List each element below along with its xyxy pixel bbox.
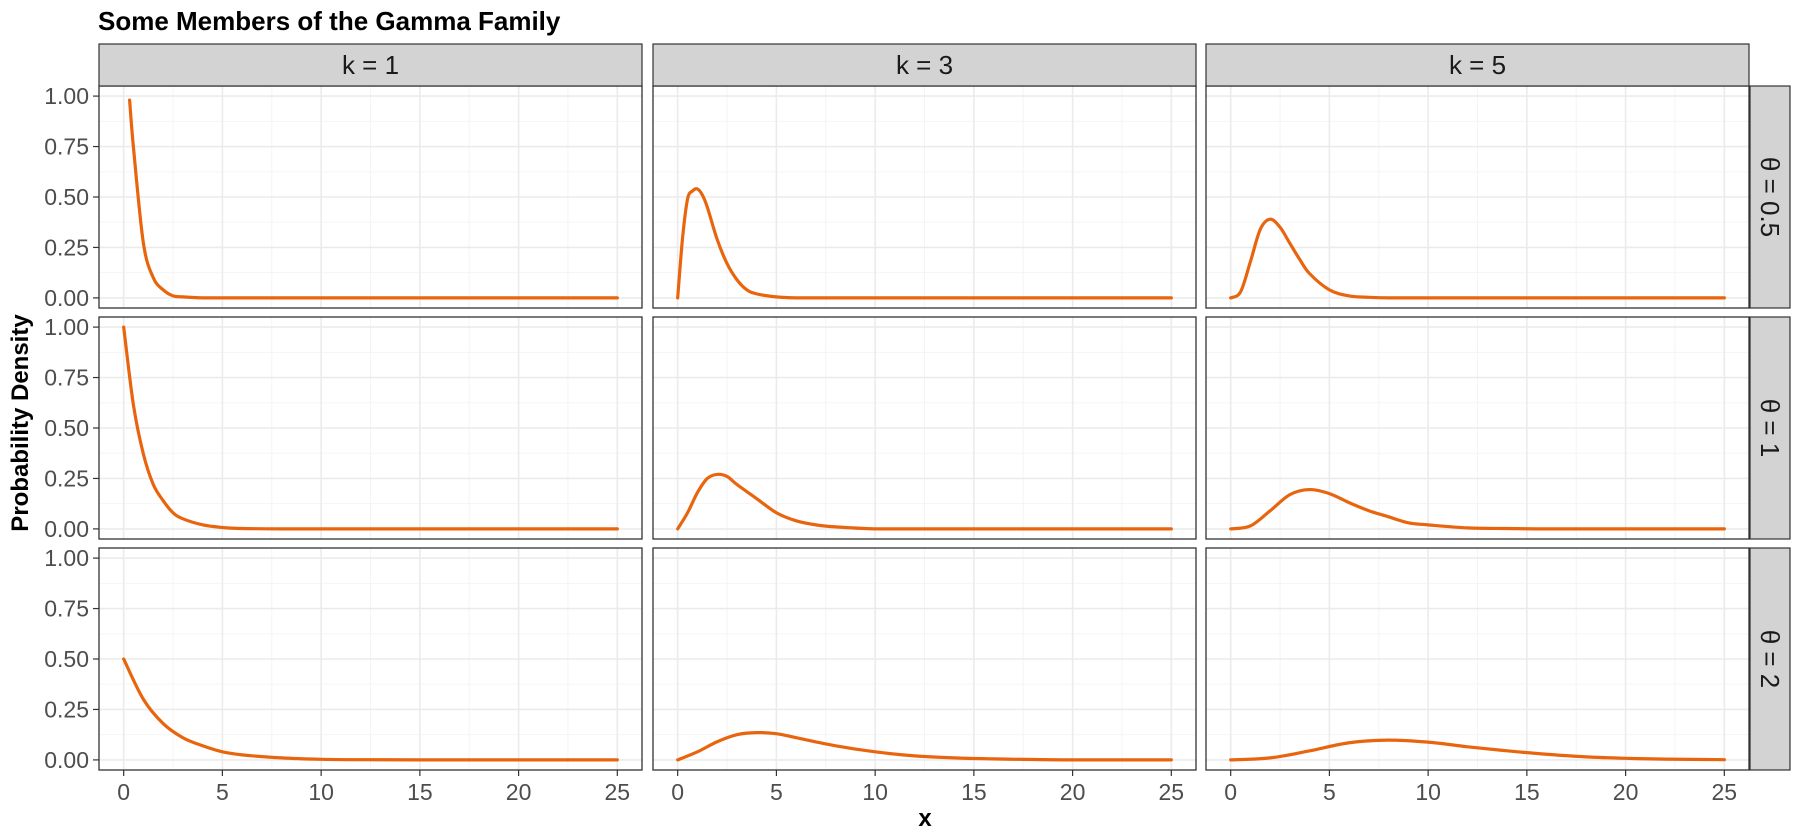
x-tick-label: 25 — [605, 779, 631, 805]
x-tick-label: 25 — [1159, 779, 1185, 805]
x-axis-title: x — [918, 805, 932, 832]
y-tick-label: 0.00 — [44, 285, 89, 311]
x-tick-label: 20 — [506, 779, 532, 805]
facet-panel — [1205, 85, 1750, 309]
y-tick-label: 0.25 — [44, 234, 89, 260]
facet-panel — [652, 85, 1197, 309]
facet-panel — [652, 547, 1197, 771]
x-tick-label: 20 — [1613, 779, 1639, 805]
row-strip-label: θ = 2 — [1755, 630, 1785, 689]
y-tick-label: 0.50 — [44, 415, 89, 441]
axes: 0.00 0.25 0.50 0.75 1.00 0.00 0.25 0.50 0.75 1.00… — [44, 83, 1737, 805]
x-tick-label: 15 — [961, 779, 987, 805]
row-strip-label: θ = 0.5 — [1755, 157, 1785, 237]
x-tick-label: 25 — [1712, 779, 1738, 805]
y-tick-label: 1.00 — [44, 314, 89, 340]
column-strip-label: k = 5 — [1449, 50, 1506, 80]
facet-panel — [98, 85, 643, 309]
row-strip — [1749, 547, 1791, 771]
x-tick-label: 15 — [1514, 779, 1540, 805]
density-curve — [676, 472, 1173, 531]
x-tick-label: 5 — [770, 779, 783, 805]
x-tick-label: 15 — [407, 779, 433, 805]
y-axis-title: Probability Density — [7, 314, 34, 532]
facet-panel — [1205, 547, 1750, 771]
y-tick-label: 1.00 — [44, 83, 89, 109]
panel-border — [652, 547, 1197, 771]
density-curve — [676, 187, 1173, 300]
y-tick-label: 0.75 — [44, 596, 89, 622]
y-tick-label: 1.00 — [44, 545, 89, 571]
density-curve — [1229, 738, 1726, 762]
x-tick-label: 0 — [671, 779, 684, 805]
facet-panel — [98, 547, 643, 771]
column-strip — [652, 43, 1197, 87]
y-tick-label: 0.25 — [44, 696, 89, 722]
row-strip-label: θ = 1 — [1755, 399, 1785, 458]
column-strip-label: k = 3 — [896, 50, 953, 80]
panel-border — [1205, 316, 1750, 540]
y-tick-label: 0.25 — [44, 465, 89, 491]
y-tick-label: 0.50 — [44, 184, 89, 210]
y-tick-label: 0.75 — [44, 134, 89, 160]
column-strip — [98, 43, 643, 87]
facet-strips: k = 1 k = 3 k = 5 θ = 0.5 θ = 1 θ = 2 — [98, 43, 1791, 771]
facet-panels — [98, 85, 1750, 771]
column-strip-label: k = 1 — [342, 50, 399, 80]
density-curve — [1229, 217, 1726, 300]
x-tick-label: 10 — [1415, 779, 1441, 805]
x-tick-label: 0 — [1224, 779, 1237, 805]
y-tick-label: 0.75 — [44, 365, 89, 391]
density-curve — [128, 98, 619, 300]
facet-panel — [98, 316, 643, 540]
x-tick-label: 10 — [862, 779, 888, 805]
panel-border — [652, 316, 1197, 540]
x-tick-label: 20 — [1060, 779, 1086, 805]
density-curve — [122, 325, 619, 531]
x-tick-label: 5 — [1323, 779, 1336, 805]
x-tick-label: 0 — [117, 779, 130, 805]
y-tick-label: 0.00 — [44, 747, 89, 773]
column-strip — [1205, 43, 1750, 87]
density-curve — [1229, 487, 1726, 531]
density-curve — [676, 731, 1173, 762]
facet-panel — [652, 316, 1197, 540]
x-tick-label: 10 — [308, 779, 334, 805]
density-curve — [122, 657, 619, 762]
x-tick-label: 5 — [216, 779, 229, 805]
row-strip — [1749, 85, 1791, 309]
facet-panel — [1205, 316, 1750, 540]
row-strip — [1749, 316, 1791, 540]
y-tick-label: 0.50 — [44, 646, 89, 672]
y-tick-label: 0.00 — [44, 516, 89, 542]
chart-title: Some Members of the Gamma Family — [98, 6, 561, 36]
panel-border — [1205, 547, 1750, 771]
